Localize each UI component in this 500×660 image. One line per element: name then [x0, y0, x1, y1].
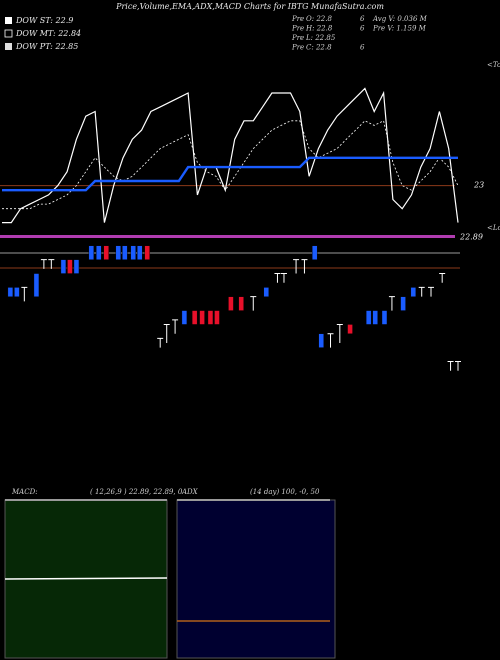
reference-label: 23	[473, 181, 484, 190]
candle	[455, 360, 461, 371]
candle	[130, 245, 136, 260]
candle	[33, 273, 40, 297]
chart-title: Price,Volume,EMA,ADX,MACD Charts for IBT…	[115, 2, 384, 11]
candle	[280, 273, 287, 283]
candle	[228, 296, 234, 311]
candle	[250, 296, 257, 311]
legend-label: DOW MT: 22.84	[15, 29, 81, 38]
macd-params: ( 12,26,9 ) 22.89, 22.89, 0	[90, 488, 183, 496]
info-text: C: 22.8	[306, 44, 332, 52]
candle	[365, 310, 372, 325]
info-text: Pre V: 1.159 M	[372, 25, 427, 33]
adx-params: (14 day) 100, -0, 50	[250, 488, 320, 496]
info-text: Pre	[291, 15, 304, 23]
adx-title: ADX	[181, 488, 199, 496]
legend-label: DOW PT: 22.85	[15, 42, 78, 51]
candle	[207, 310, 214, 325]
candle	[73, 259, 80, 274]
candle	[122, 245, 128, 260]
info-text: H: 22.8	[305, 25, 333, 33]
macd-line	[4, 577, 168, 580]
price-line	[2, 156, 458, 192]
adx-panel	[176, 499, 336, 659]
legend-label: DOW ST: 22.9	[15, 16, 73, 25]
candle	[40, 259, 47, 269]
candle	[14, 287, 20, 297]
candle	[301, 259, 308, 274]
legend-swatch	[5, 43, 12, 50]
candle	[318, 333, 324, 348]
candle	[21, 286, 28, 302]
candle	[96, 245, 102, 260]
candle	[347, 324, 353, 334]
candle	[191, 310, 198, 325]
candle	[157, 337, 164, 348]
candle	[263, 287, 269, 297]
candle	[137, 245, 143, 260]
candle	[115, 245, 122, 260]
candle	[447, 360, 454, 371]
info-text: 6	[360, 15, 365, 23]
candle	[181, 310, 188, 325]
candle	[214, 310, 220, 325]
candle	[439, 273, 446, 283]
annotation: <Tops	[487, 61, 500, 69]
info-text: L: 22.85	[305, 34, 336, 42]
legend-swatch	[4, 29, 13, 38]
legend-swatch	[5, 17, 12, 24]
candle	[103, 245, 109, 260]
candle	[293, 259, 300, 274]
candle	[48, 259, 55, 269]
candle	[7, 287, 14, 297]
info-text: 6	[360, 25, 365, 33]
info-text: Pre	[291, 44, 304, 52]
info-text: Pre	[291, 25, 304, 33]
candle	[428, 286, 435, 297]
candle	[410, 287, 417, 297]
candle	[67, 259, 73, 274]
candle	[238, 296, 244, 311]
candle	[372, 310, 378, 325]
candle	[163, 323, 170, 343]
price-line	[2, 120, 459, 210]
candle	[172, 319, 179, 334]
annotation: <Lows	[487, 224, 500, 232]
candle	[336, 323, 343, 343]
price-line	[2, 87, 459, 224]
candle	[144, 245, 150, 260]
candle	[311, 245, 318, 260]
reference-label: 22.89	[459, 233, 483, 242]
candle	[388, 296, 395, 311]
info-text: O: 22.8	[306, 15, 332, 23]
info-text: Avg V: 0.036 M	[372, 15, 428, 23]
info-text: Pre	[291, 34, 304, 42]
candle	[381, 310, 388, 325]
candle	[274, 273, 281, 283]
candle	[88, 245, 95, 260]
candle	[400, 296, 406, 311]
candle	[327, 333, 334, 348]
candle	[199, 310, 205, 325]
candle	[418, 286, 425, 297]
info-text: 6	[360, 44, 365, 52]
macd-title: MACD:	[11, 488, 38, 496]
candle	[60, 259, 67, 274]
